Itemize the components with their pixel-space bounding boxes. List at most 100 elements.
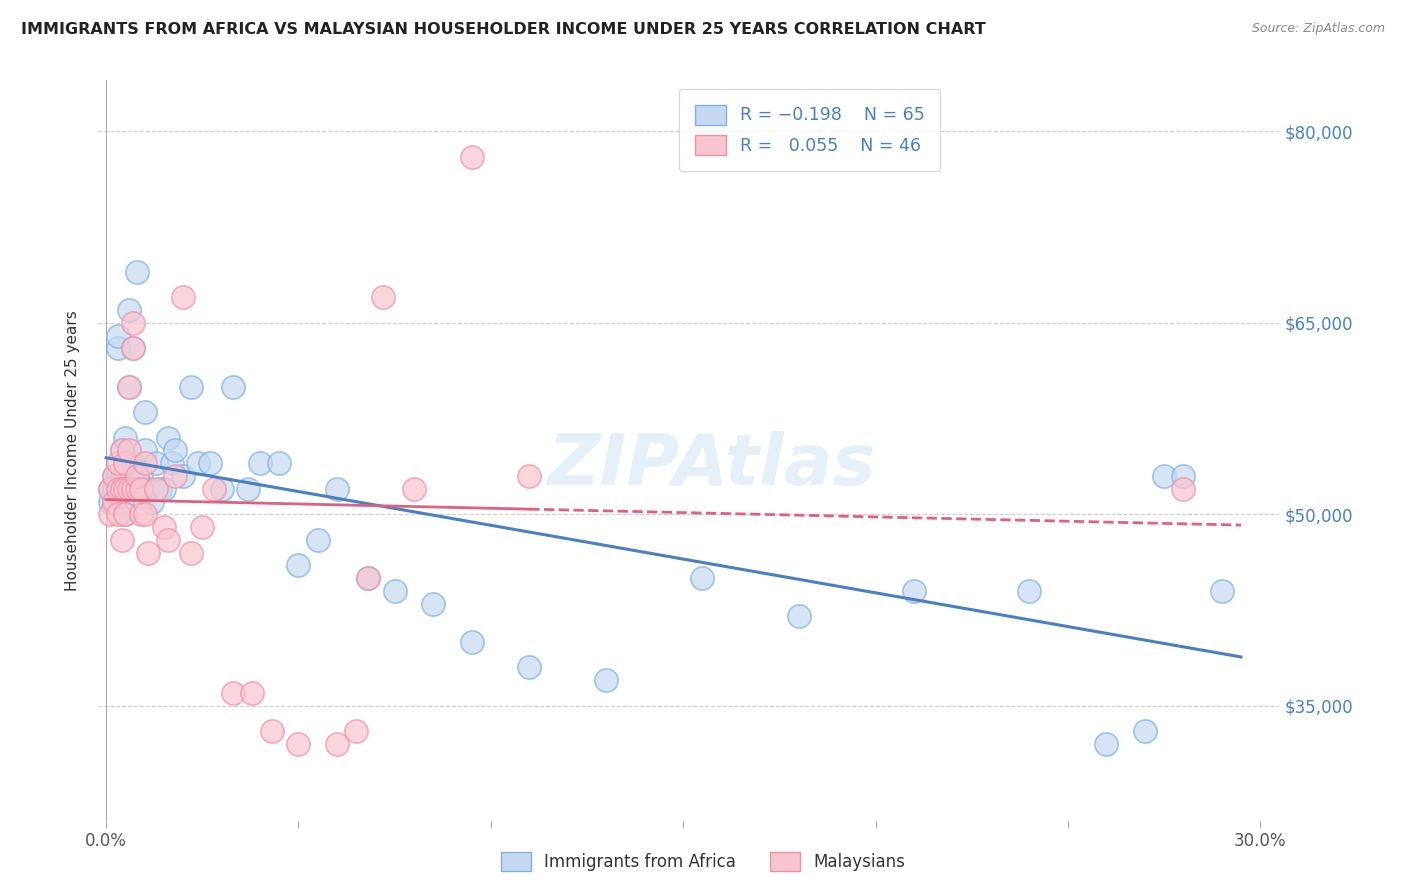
Point bbox=[595, 673, 617, 688]
Point bbox=[149, 482, 172, 496]
Text: ZIPAtlas: ZIPAtlas bbox=[548, 431, 877, 500]
Point bbox=[129, 469, 152, 483]
Point bbox=[145, 456, 167, 470]
Point bbox=[1173, 469, 1195, 483]
Text: Source: ZipAtlas.com: Source: ZipAtlas.com bbox=[1251, 22, 1385, 36]
Point bbox=[103, 469, 125, 483]
Point bbox=[211, 482, 233, 496]
Point bbox=[344, 724, 367, 739]
Point bbox=[240, 686, 263, 700]
Point bbox=[118, 303, 141, 318]
Point bbox=[1153, 469, 1175, 483]
Point bbox=[114, 456, 136, 470]
Point bbox=[422, 597, 444, 611]
Point bbox=[103, 469, 125, 483]
Point bbox=[129, 508, 152, 522]
Point bbox=[114, 508, 136, 522]
Point bbox=[156, 533, 179, 547]
Point bbox=[110, 469, 132, 483]
Point bbox=[460, 635, 482, 649]
Point bbox=[145, 482, 167, 496]
Point bbox=[103, 494, 125, 508]
Point bbox=[125, 469, 148, 483]
Point bbox=[134, 508, 156, 522]
Point bbox=[110, 494, 132, 508]
Point bbox=[222, 686, 245, 700]
Point bbox=[202, 482, 225, 496]
Point bbox=[269, 456, 291, 470]
Point bbox=[287, 558, 309, 573]
Point bbox=[103, 494, 125, 508]
Point bbox=[191, 520, 214, 534]
Point bbox=[517, 469, 540, 483]
Text: IMMIGRANTS FROM AFRICA VS MALAYSIAN HOUSEHOLDER INCOME UNDER 25 YEARS CORRELATIO: IMMIGRANTS FROM AFRICA VS MALAYSIAN HOUS… bbox=[21, 22, 986, 37]
Point bbox=[1173, 482, 1195, 496]
Legend: R = −0.198    N = 65, R =   0.055    N = 46: R = −0.198 N = 65, R = 0.055 N = 46 bbox=[679, 89, 941, 170]
Point bbox=[118, 482, 141, 496]
Point bbox=[357, 571, 380, 585]
Point bbox=[307, 533, 329, 547]
Y-axis label: Householder Income Under 25 years: Householder Income Under 25 years bbox=[65, 310, 80, 591]
Point bbox=[326, 737, 349, 751]
Point bbox=[384, 583, 406, 598]
Point bbox=[138, 545, 160, 559]
Point bbox=[122, 482, 145, 496]
Point bbox=[125, 482, 148, 496]
Point bbox=[110, 443, 132, 458]
Point bbox=[114, 508, 136, 522]
Point bbox=[180, 379, 202, 393]
Point bbox=[249, 456, 271, 470]
Point bbox=[165, 469, 187, 483]
Point bbox=[134, 405, 156, 419]
Point bbox=[134, 443, 156, 458]
Point bbox=[118, 379, 141, 393]
Point bbox=[114, 456, 136, 470]
Point bbox=[107, 456, 129, 470]
Point bbox=[98, 482, 121, 496]
Point bbox=[903, 583, 925, 598]
Point bbox=[1211, 583, 1233, 598]
Point bbox=[125, 265, 148, 279]
Point bbox=[110, 533, 132, 547]
Point bbox=[122, 342, 145, 356]
Point bbox=[138, 482, 160, 496]
Point bbox=[107, 508, 129, 522]
Point bbox=[107, 469, 129, 483]
Point bbox=[103, 482, 125, 496]
Point bbox=[287, 737, 309, 751]
Point bbox=[460, 150, 482, 164]
Point bbox=[107, 342, 129, 356]
Point bbox=[160, 456, 183, 470]
Point bbox=[134, 456, 156, 470]
Point bbox=[110, 482, 132, 496]
Point bbox=[692, 571, 714, 585]
Point bbox=[156, 431, 179, 445]
Point bbox=[172, 469, 194, 483]
Point bbox=[153, 520, 176, 534]
Point bbox=[198, 456, 221, 470]
Point bbox=[187, 456, 209, 470]
Point bbox=[129, 482, 152, 496]
Point bbox=[110, 443, 132, 458]
Point bbox=[122, 456, 145, 470]
Point bbox=[114, 469, 136, 483]
Point bbox=[153, 482, 176, 496]
Point bbox=[107, 482, 129, 496]
Point bbox=[118, 482, 141, 496]
Point bbox=[165, 443, 187, 458]
Point bbox=[107, 482, 129, 496]
Point bbox=[222, 379, 245, 393]
Point bbox=[118, 443, 141, 458]
Point bbox=[1095, 737, 1118, 751]
Point bbox=[122, 482, 145, 496]
Point bbox=[238, 482, 260, 496]
Point bbox=[114, 482, 136, 496]
Point bbox=[517, 660, 540, 674]
Point bbox=[98, 508, 121, 522]
Point bbox=[1018, 583, 1040, 598]
Point bbox=[98, 482, 121, 496]
Point bbox=[129, 482, 152, 496]
Point bbox=[125, 469, 148, 483]
Point bbox=[122, 342, 145, 356]
Point bbox=[180, 545, 202, 559]
